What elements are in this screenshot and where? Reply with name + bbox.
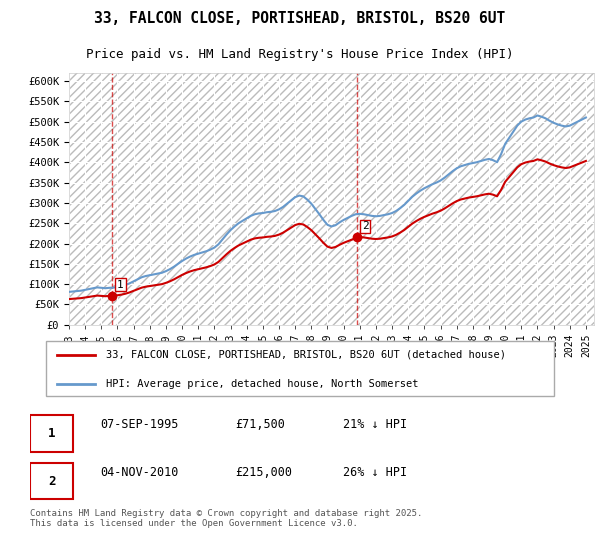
Text: HPI: Average price, detached house, North Somerset: HPI: Average price, detached house, Nort… [106, 379, 418, 389]
Text: £71,500: £71,500 [235, 418, 285, 432]
Text: 1: 1 [48, 427, 55, 440]
Text: 33, FALCON CLOSE, PORTISHEAD, BRISTOL, BS20 6UT: 33, FALCON CLOSE, PORTISHEAD, BRISTOL, B… [94, 11, 506, 26]
Text: 33, FALCON CLOSE, PORTISHEAD, BRISTOL, BS20 6UT (detached house): 33, FALCON CLOSE, PORTISHEAD, BRISTOL, B… [106, 350, 506, 360]
Text: Price paid vs. HM Land Registry's House Price Index (HPI): Price paid vs. HM Land Registry's House … [86, 48, 514, 61]
Text: 21% ↓ HPI: 21% ↓ HPI [343, 418, 407, 432]
Text: 2: 2 [362, 221, 369, 231]
Text: £215,000: £215,000 [235, 466, 292, 479]
Text: 07-SEP-1995: 07-SEP-1995 [100, 418, 179, 432]
Text: 2: 2 [48, 475, 55, 488]
Text: Contains HM Land Registry data © Crown copyright and database right 2025.
This d: Contains HM Land Registry data © Crown c… [30, 509, 422, 529]
FancyBboxPatch shape [30, 463, 73, 500]
Text: 1: 1 [117, 279, 124, 290]
Text: 26% ↓ HPI: 26% ↓ HPI [343, 466, 407, 479]
FancyBboxPatch shape [46, 342, 554, 396]
Text: 04-NOV-2010: 04-NOV-2010 [100, 466, 179, 479]
FancyBboxPatch shape [30, 416, 73, 451]
